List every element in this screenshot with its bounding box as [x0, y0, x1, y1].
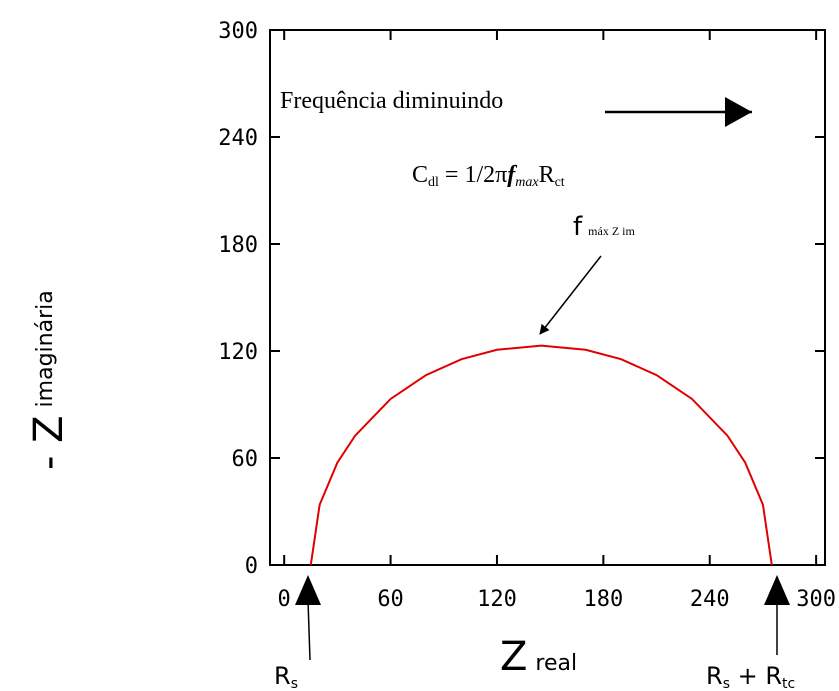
y-tick-label: 300 [218, 19, 258, 44]
x-tick-label: 0 [278, 587, 291, 612]
y-tick-label: 60 [232, 447, 259, 472]
nyquist-curve [309, 344, 773, 566]
annotation: Frequência diminuindo [280, 88, 503, 114]
arrow [307, 599, 311, 661]
arrow-head [764, 575, 790, 605]
arrow-head [295, 575, 321, 605]
x-tick-label: 180 [583, 587, 623, 612]
y-tick-label: 180 [218, 233, 258, 258]
y-tick-label: 0 [245, 554, 258, 579]
y-axis-label: - Zimaginária [26, 290, 72, 470]
x-tick-label: 300 [796, 587, 836, 612]
rs-label: Rs [274, 662, 298, 691]
rs-rtc-label: Rs + Rtc [706, 662, 795, 691]
x-tick-label: 120 [477, 587, 517, 612]
formula: Cdl = 1/2πfmaxRct [412, 162, 565, 190]
x-tick-label: 240 [690, 587, 730, 612]
y-tick-label: 120 [218, 340, 258, 365]
arrow-head [725, 97, 752, 127]
y-tick-label: 240 [218, 126, 258, 151]
arrow [539, 255, 602, 335]
plot-frame [269, 29, 826, 566]
fmax-label: f máx Z im [573, 212, 635, 242]
x-tick-label: 60 [377, 587, 404, 612]
